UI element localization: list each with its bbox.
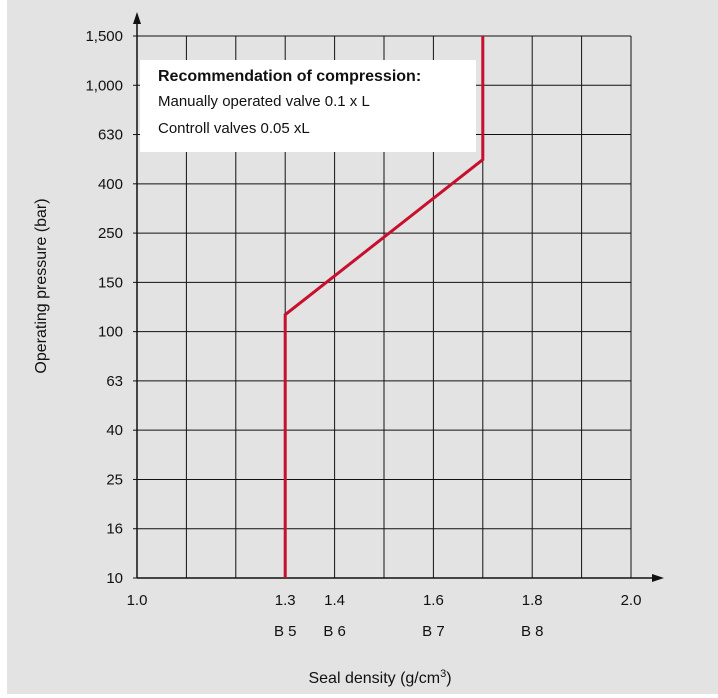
y-tick-label: 16 <box>106 521 123 538</box>
y-tick-label: 40 <box>106 422 123 439</box>
x-tick-label: 1.0 <box>127 592 148 609</box>
y-tick-label: 400 <box>98 176 123 193</box>
y-tick-label: 63 <box>106 373 123 390</box>
x-tick-label: 2.0 <box>621 592 642 609</box>
y-axis-title: Operating pressure (bar) <box>33 198 50 373</box>
x-axis-title-close: ) <box>446 670 451 687</box>
grade-label: B 8 <box>521 623 544 640</box>
x-tick-label: 1.3 <box>275 592 296 609</box>
y-tick-label: 630 <box>98 127 123 144</box>
x-tick-label: 1.6 <box>423 592 444 609</box>
grade-label: B 7 <box>422 623 445 640</box>
grade-label: B 5 <box>274 623 297 640</box>
series-layer <box>283 36 485 578</box>
grade-label: B 6 <box>323 623 346 640</box>
x-axis-title: Seal density (g/cm3) <box>308 668 451 687</box>
y-axis-arrow <box>133 12 141 24</box>
x-tick-label: 1.8 <box>522 592 543 609</box>
y-tick-label: 250 <box>98 225 123 242</box>
x-tick-label: 1.4 <box>324 592 345 609</box>
y-tick-label: 25 <box>106 471 123 488</box>
x-axis-arrow <box>652 574 664 582</box>
annotation-box <box>140 60 476 152</box>
y-tick-label: 100 <box>98 324 123 341</box>
annotation-line-1: Manually operated valve 0.1 x L <box>158 93 370 110</box>
x-axis-title-main: Seal density (g/cm <box>308 670 440 687</box>
tick-labels: 10 16 25 40 63 100 150 250 400 630 1,000 1,500 1.0 1.… <box>85 28 641 640</box>
recommended-density-line <box>283 36 485 578</box>
y-tick-label: 1,500 <box>85 28 123 45</box>
axes <box>133 12 664 582</box>
y-tick-label: 150 <box>98 274 123 291</box>
x-axis-title-superscript: 3 <box>440 668 446 680</box>
y-tick-label: 10 <box>106 570 123 587</box>
annotation-line-2: Controll valves 0.05 xL <box>158 120 310 137</box>
annotation-title: Recommendation of compression: <box>158 68 421 85</box>
y-tick-label: 1,000 <box>85 77 123 94</box>
